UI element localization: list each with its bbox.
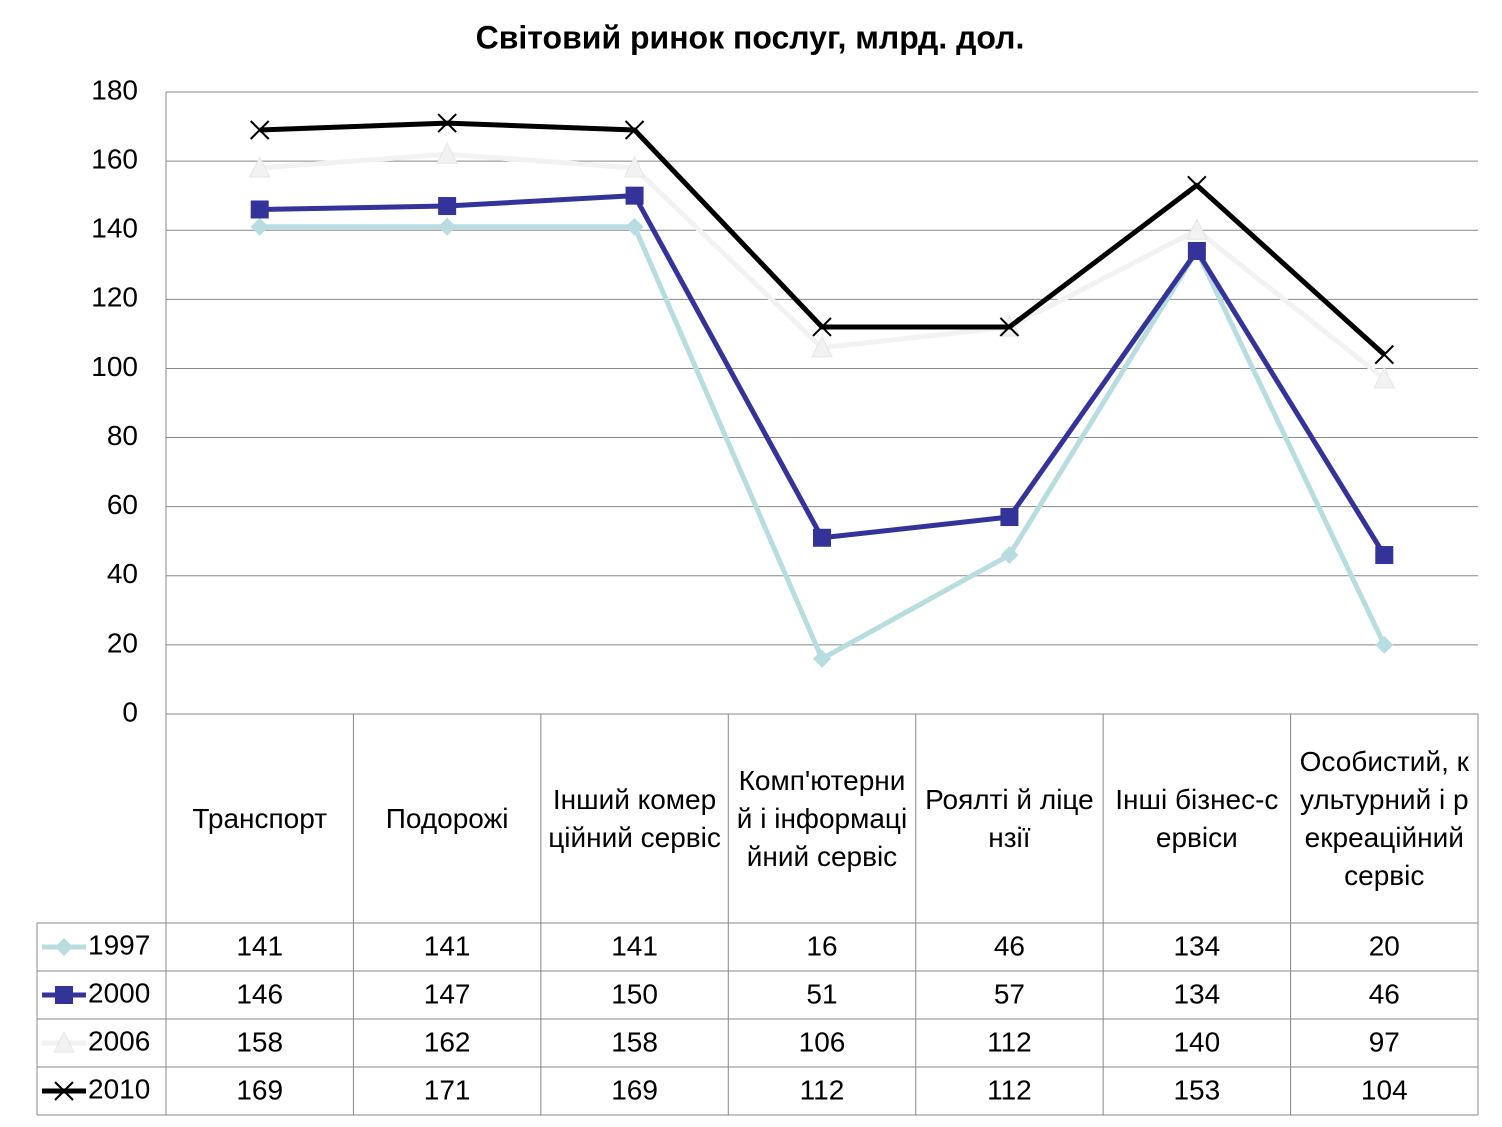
table-value: 46 [1369,978,1400,1009]
category-label: Транспорт [192,802,328,834]
table-value: 147 [424,978,471,1009]
marker [625,217,644,236]
marker [1375,635,1394,654]
table-value: 112 [987,1026,1032,1057]
table-value: 112 [987,1074,1032,1105]
marker [1187,241,1206,260]
marker [1373,366,1396,389]
category-label: Роялті й ліцензії [925,783,1094,853]
legend-label: 1997 [88,929,150,960]
y-tick-label: 160 [91,144,138,175]
series-line [259,193,1387,557]
marker [437,113,457,133]
y-tick-label: 120 [91,282,138,313]
legend-label: 2010 [88,1073,150,1104]
table-value: 104 [1361,1074,1408,1105]
marker [812,317,832,337]
category-label: Комп'ютерний і інформаційний сервіс [736,764,908,872]
marker-stroke [624,120,645,140]
table-value: 169 [236,1074,283,1105]
marker [1186,218,1208,240]
marker-stroke [999,317,1020,337]
table-value: 171 [424,1074,471,1105]
table-value: 146 [236,978,283,1009]
table-value: 57 [994,978,1025,1009]
marker-stroke [1187,175,1207,196]
table-value: 97 [1369,1026,1400,1057]
table-value: 158 [611,1026,658,1057]
category-label: Інші бізнес-сервіси [1115,783,1279,853]
marker [1000,546,1019,565]
legend-label: 2006 [88,1025,150,1056]
category-label: Особистий, культурний і рекреаційний сер… [1299,745,1469,891]
marker [1187,175,1207,196]
legend-label: 2000 [88,977,150,1008]
marker [999,317,1020,337]
y-tick-label: 0 [122,696,138,727]
table-value: 140 [1173,1026,1220,1057]
y-tick-label: 180 [91,74,138,105]
table-value: 46 [994,930,1025,961]
marker [625,186,644,205]
y-tick-label: 40 [107,558,138,589]
series-line [259,224,1387,662]
legend-marker [55,938,73,956]
y-tick-label: 140 [91,213,138,244]
marker [250,217,269,236]
table-value: 169 [611,1074,658,1105]
table-value: 112 [800,1074,845,1105]
marker-stroke [54,1081,74,1101]
table-value: 162 [424,1026,471,1057]
table-value: 141 [236,930,283,961]
marker-stroke [812,317,832,337]
table-value: 158 [236,1026,283,1057]
table-value: 20 [1369,930,1400,961]
table-value: 153 [1173,1074,1220,1105]
category-label: Інший комерційний сервіс [548,783,721,853]
marker [623,155,646,178]
marker [250,120,270,140]
legend-marker [53,1030,75,1053]
marker [250,200,269,219]
marker [438,197,457,216]
marker [1000,508,1019,527]
table-value: 51 [806,978,837,1009]
marker [1375,546,1394,565]
table-value: 141 [424,930,471,961]
marker-stroke [437,113,457,133]
y-tick-label: 60 [107,489,138,520]
chart-title: Світовий ринок послуг, млрд. дол. [476,19,1025,55]
table-value: 134 [1173,930,1220,961]
marker-stroke [250,120,270,140]
table-value: 150 [611,978,658,1009]
y-tick-label: 80 [107,420,138,451]
legend-marker [55,986,73,1004]
marker [436,142,458,164]
marker [624,120,645,140]
table-value: 134 [1173,978,1220,1009]
marker [813,649,831,668]
marker-stroke [1374,344,1394,365]
marker [248,155,271,178]
marker [438,217,457,236]
marker [813,528,831,547]
table-value: 106 [799,1026,846,1057]
y-tick-label: 100 [91,351,138,382]
y-tick-label: 20 [107,627,138,658]
category-label: Подорожі [385,802,509,834]
marker [811,335,833,358]
legend-marker [54,1081,74,1101]
table-value: 141 [611,930,658,961]
table-value: 16 [806,930,837,961]
marker [1374,344,1394,365]
